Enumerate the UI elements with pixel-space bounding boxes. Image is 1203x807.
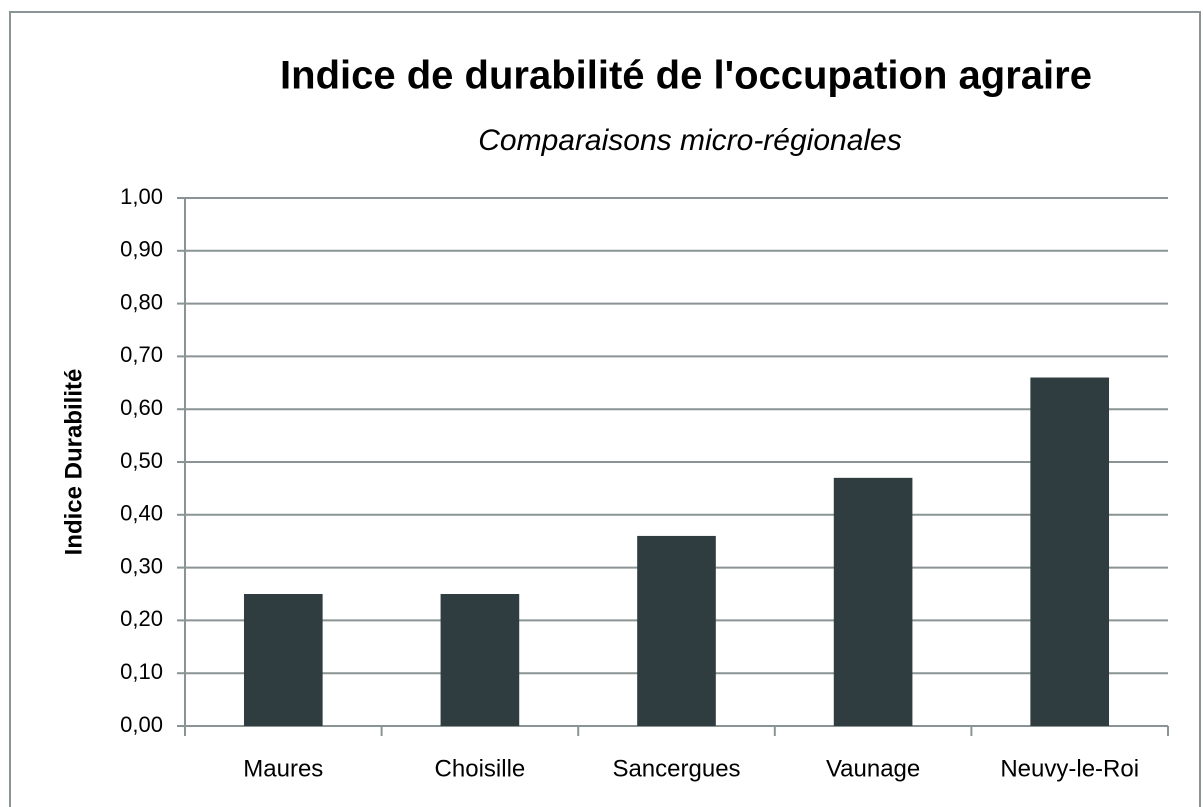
bar [440,594,520,726]
x-tick-label: Neuvy-le-Roi [1000,755,1139,782]
y-tick-label: 0,50 [120,448,163,473]
x-tick-label: Sancergues [612,755,740,782]
bar [1030,377,1110,726]
y-tick-label: 0,60 [120,395,163,420]
bar [637,535,716,726]
bar [833,477,913,726]
y-tick-label: 0,80 [120,289,163,314]
y-tick-label: 1,00 [120,184,163,209]
y-axis-label: Indice Durabilité [60,369,87,556]
chart-subtitle: Comparaisons micro-régionales [478,124,902,157]
y-tick-label: 0,10 [120,659,163,684]
x-tick-label: Choisille [435,755,526,782]
chart-title: Indice de durabilité de l'occupation agr… [280,54,1092,98]
x-tick-label: Maures [243,755,323,782]
x-tick-label: Vaunage [826,755,920,782]
y-tick-label: 0,00 [120,712,163,737]
bar [243,594,323,726]
y-tick-label: 0,30 [120,553,163,578]
y-tick-label: 0,90 [120,237,163,262]
y-tick-label: 0,40 [120,501,163,526]
y-tick-label: 0,20 [120,606,163,631]
y-tick-label: 0,70 [120,342,163,367]
